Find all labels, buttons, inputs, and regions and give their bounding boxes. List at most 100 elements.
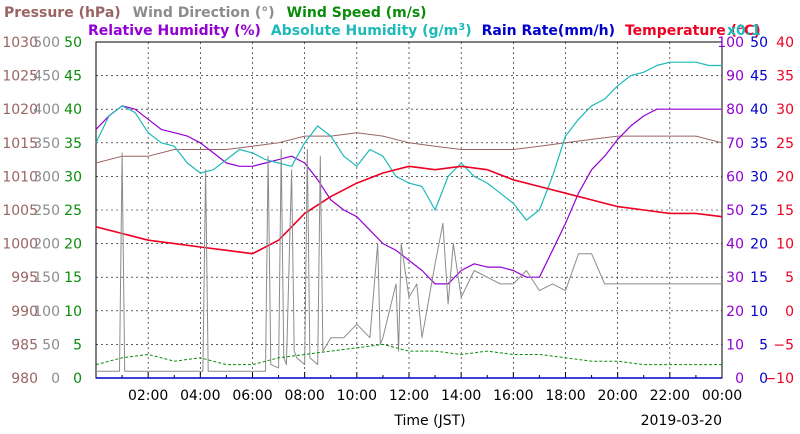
y-tick-label-pressure: 985 <box>11 337 38 353</box>
x-tick-label: 04:00 <box>180 388 220 404</box>
y-tick-label-temperature: 5 <box>785 270 794 286</box>
legend-label: Wind Direction (°) <box>133 5 275 21</box>
y-tick-label-relative-humidity: 0 <box>735 371 744 387</box>
x-tick-label: 14:00 <box>441 388 481 404</box>
x-tick-label: 22:00 <box>650 388 690 404</box>
y-tick-label-wind-direction: 400 <box>33 102 60 118</box>
y-tick-label-wind-speed: 15 <box>64 270 82 286</box>
y-tick-label-relative-humidity: 20 <box>726 304 744 320</box>
y-tick-label-wind-speed: 20 <box>64 237 82 253</box>
y-tick-label-relative-humidity: 30 <box>726 270 744 286</box>
series-line-absolute-humidity-g-m3 <box>95 61 722 221</box>
legend-label: Relative Humidity (%) <box>88 23 261 39</box>
axis-tick-labels: 9809859909951000100510101015102010251030… <box>2 35 794 404</box>
series-line-wind-speed-m-s <box>95 343 722 366</box>
y-tick-label-wind-direction: 0 <box>51 371 60 387</box>
y-tick-label-temperature: 35 <box>776 69 794 85</box>
abs-humidity-scale-note: x0.1 <box>727 23 761 39</box>
y-tick-label-pressure: 1025 <box>2 69 38 85</box>
y-tick-label-wind-direction: 250 <box>33 203 60 219</box>
series-layer <box>95 61 723 379</box>
legend-label: Absolute Humidity (g/m3) <box>271 22 472 39</box>
y-tick-label-wind-direction: 300 <box>33 169 60 185</box>
x-tick-label: 06:00 <box>232 388 272 404</box>
y-tick-label-wind-speed: 40 <box>64 102 82 118</box>
x-tick-label: 08:00 <box>284 388 324 404</box>
y-tick-label-temperature: 30 <box>776 102 794 118</box>
grid-lines <box>96 42 722 378</box>
y-tick-label-relative-humidity: 70 <box>726 136 744 152</box>
y-tick-label-wind-speed: 5 <box>73 337 82 353</box>
x-tick-label: 16:00 <box>493 388 533 404</box>
y-tick-label-temperature: 25 <box>776 136 794 152</box>
y-tick-label-wind-speed: 25 <box>64 203 82 219</box>
y-tick-label-pressure: 1010 <box>2 169 38 185</box>
y-tick-label-rain-rate: 15 <box>750 270 768 286</box>
x-tick-label: 02:00 <box>128 388 168 404</box>
series-line-relative-humidity <box>95 105 722 285</box>
y-tick-label-relative-humidity: 80 <box>726 102 744 118</box>
legend-superscript: 3 <box>458 22 465 33</box>
series-line-temperature-c <box>95 165 723 255</box>
x-tick-label: 18:00 <box>545 388 585 404</box>
y-tick-label-wind-direction: 500 <box>33 35 60 51</box>
x-tick-label: 10:00 <box>337 388 377 404</box>
y-tick-label-pressure: 980 <box>11 371 38 387</box>
y-tick-label-pressure: 1020 <box>2 102 38 118</box>
y-tick-label-pressure: 1005 <box>2 203 38 219</box>
y-tick-label-rain-rate: 30 <box>750 169 768 185</box>
y-tick-label-relative-humidity: 90 <box>726 69 744 85</box>
y-tick-label-pressure: 1030 <box>2 35 38 51</box>
series-line-wind-direction <box>96 149 722 372</box>
y-tick-label-relative-humidity: 60 <box>726 169 744 185</box>
y-tick-label-relative-humidity: 40 <box>726 237 744 253</box>
legend-label: Rain Rate(mm/h) <box>482 23 615 39</box>
y-tick-label-rain-rate: 20 <box>750 237 768 253</box>
y-tick-label-rain-rate: 5 <box>759 337 768 353</box>
chart-header: Pressure (hPa) Wind Direction (°) Wind Spe… <box>4 5 761 39</box>
y-tick-label-wind-direction: 150 <box>33 270 60 286</box>
y-tick-label-rain-rate: 25 <box>750 203 768 219</box>
y-tick-label-temperature: 10 <box>776 237 794 253</box>
y-tick-label-relative-humidity: 10 <box>726 337 744 353</box>
y-tick-label-relative-humidity: 50 <box>726 203 744 219</box>
y-tick-label-wind-direction: 100 <box>33 304 60 320</box>
y-tick-label-temperature: 40 <box>776 35 794 51</box>
y-tick-label-rain-rate: 35 <box>750 136 768 152</box>
y-tick-label-wind-direction: 350 <box>33 136 60 152</box>
y-tick-label-temperature: −10 <box>764 371 794 387</box>
y-tick-label-wind-speed: 45 <box>64 69 82 85</box>
y-tick-label-rain-rate: 45 <box>750 69 768 85</box>
x-axis-label: Time (JST) <box>393 413 465 429</box>
y-tick-label-rain-rate: 0 <box>759 371 768 387</box>
y-tick-label-rain-rate: 10 <box>750 304 768 320</box>
y-tick-label-relative-humidity: 100 <box>717 35 744 51</box>
y-tick-label-wind-direction: 200 <box>33 237 60 253</box>
y-tick-label-wind-speed: 35 <box>64 136 82 152</box>
x-tick-label: 12:00 <box>389 388 429 404</box>
y-tick-label-wind-speed: 30 <box>64 169 82 185</box>
chart-footer: Time (JST) 2019-03-20 <box>393 413 722 429</box>
y-tick-label-wind-speed: 0 <box>73 371 82 387</box>
y-tick-label-pressure: 995 <box>11 270 38 286</box>
y-tick-label-rain-rate: 40 <box>750 102 768 118</box>
y-tick-label-pressure: 1015 <box>2 136 38 152</box>
y-tick-label-wind-direction: 450 <box>33 69 60 85</box>
series-line-pressure-hpa <box>95 132 723 164</box>
legend-suffix: ) <box>465 23 471 39</box>
y-tick-label-temperature: 20 <box>776 169 794 185</box>
y-tick-label-wind-speed: 50 <box>64 35 82 51</box>
y-tick-label-wind-speed: 10 <box>64 304 82 320</box>
x-tick-label: 00:00 <box>702 388 742 404</box>
date-label: 2019-03-20 <box>641 413 722 429</box>
legend-label: Pressure (hPa) <box>4 5 121 21</box>
y-tick-label-pressure: 990 <box>11 304 38 320</box>
x-tick-label: 20:00 <box>597 388 637 404</box>
y-tick-label-temperature: −5 <box>773 337 794 353</box>
y-tick-label-temperature: 15 <box>776 203 794 219</box>
y-tick-label-wind-direction: 50 <box>42 337 60 353</box>
y-tick-label-pressure: 1000 <box>2 237 38 253</box>
y-tick-label-temperature: 0 <box>785 304 794 320</box>
y-tick-label-rain-rate: 50 <box>750 35 768 51</box>
